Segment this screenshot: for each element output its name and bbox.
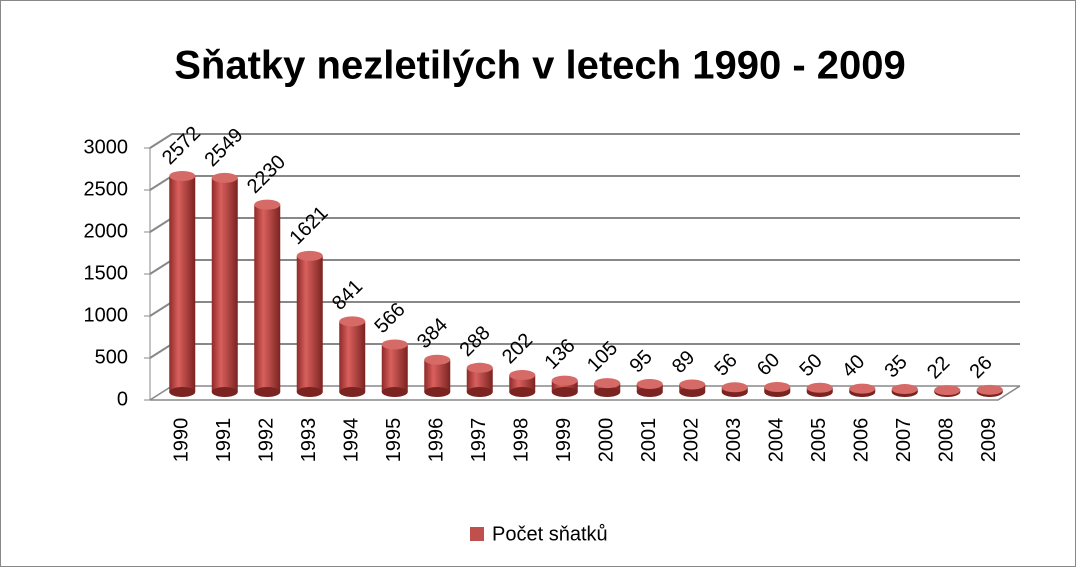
x-tick-label: 1994 <box>341 418 363 463</box>
bar-bottom <box>254 387 281 397</box>
bar-body <box>169 175 196 392</box>
bar <box>211 172 238 397</box>
bar-bottom <box>339 387 366 397</box>
bar-bottom <box>424 387 451 397</box>
bar <box>466 362 493 397</box>
x-tick-label: 1999 <box>553 418 575 463</box>
x-tick-label: 2006 <box>851 418 873 463</box>
y-tick-label: 3000 <box>84 136 129 158</box>
bar <box>934 385 961 397</box>
y-tick-label: 1500 <box>84 262 129 284</box>
grid-line <box>149 133 1020 149</box>
x-tick-label: 1997 <box>468 418 490 463</box>
legend-label: Počet sňatků <box>492 523 608 545</box>
bar-body <box>254 204 281 392</box>
y-tick-label: 500 <box>95 346 128 368</box>
bar-top <box>169 170 196 181</box>
bar-top <box>636 379 663 390</box>
bar-body <box>551 380 578 392</box>
x-tick-label: 1993 <box>298 418 320 463</box>
bar-top <box>339 316 366 327</box>
bar-top <box>806 382 833 393</box>
bar-top <box>551 375 578 386</box>
legend-swatch <box>470 527 484 541</box>
x-tick-label: 2002 <box>681 418 703 463</box>
bar-body <box>296 255 323 392</box>
bar <box>339 316 366 397</box>
bar-bottom <box>211 387 238 397</box>
x-tick-label: 1990 <box>171 418 193 463</box>
x-tick-label: 1992 <box>256 418 278 463</box>
x-tick-label: 1991 <box>213 418 235 463</box>
bar <box>424 354 451 397</box>
bar <box>679 379 706 397</box>
bar-top <box>296 250 323 261</box>
x-tick-label: 1998 <box>511 418 533 463</box>
bar <box>976 384 1003 397</box>
bar-top <box>211 172 238 183</box>
y-tick-label: 1000 <box>84 304 129 326</box>
bar <box>849 383 876 397</box>
x-tick-label: 2007 <box>893 418 915 463</box>
bar-top <box>721 382 748 393</box>
bar <box>764 381 791 397</box>
x-tick-label: 2004 <box>766 418 788 463</box>
bar-body <box>424 359 451 392</box>
bar-top <box>679 379 706 390</box>
x-tick-label: 2003 <box>723 418 745 463</box>
y-tick-label: 0 <box>117 388 128 410</box>
bar <box>551 375 578 397</box>
bar-top <box>381 339 408 350</box>
bar-top <box>764 381 791 392</box>
x-tick-label: 2008 <box>936 418 958 463</box>
bar-top <box>976 384 1003 395</box>
bar-top <box>509 370 536 381</box>
bar-top <box>466 362 493 373</box>
x-tick-label: 2000 <box>596 418 618 463</box>
bar-bottom <box>169 387 196 397</box>
bar <box>891 384 918 397</box>
bar-body <box>339 321 366 392</box>
y-tick-label: 2500 <box>84 178 129 200</box>
bar <box>381 339 408 397</box>
bar-bottom <box>509 387 536 397</box>
bar <box>721 382 748 397</box>
x-tick-label: 1996 <box>426 418 448 463</box>
x-tick-label: 2001 <box>638 418 660 463</box>
x-tick-label: 1995 <box>383 418 405 463</box>
floor <box>150 385 1021 401</box>
bar-bottom <box>636 387 663 397</box>
chart-title: Sňatky nezletilých v letech 1990 - 2009 <box>174 44 906 88</box>
bar <box>169 170 196 397</box>
x-tick-label: 2009 <box>978 418 1000 463</box>
bar-bottom <box>594 387 621 397</box>
bar <box>254 199 281 397</box>
bar-body <box>381 344 408 392</box>
bar-bottom <box>296 387 323 397</box>
bar <box>296 250 323 397</box>
bar <box>806 382 833 397</box>
bar-bottom <box>679 387 706 397</box>
bar-bottom <box>551 387 578 397</box>
bar-bottom <box>466 387 493 397</box>
y-tick-label: 2000 <box>84 220 129 242</box>
x-tick-label: 2005 <box>808 418 830 463</box>
bar-top <box>594 378 621 389</box>
bar-body <box>211 177 238 392</box>
bar <box>509 370 536 397</box>
bar-top <box>891 384 918 395</box>
bar <box>594 378 621 397</box>
bar <box>636 379 663 397</box>
bar-top <box>849 383 876 394</box>
bar-top <box>934 385 961 396</box>
bar-top <box>254 199 281 210</box>
bar-bottom <box>381 387 408 397</box>
bar-top <box>424 354 451 365</box>
